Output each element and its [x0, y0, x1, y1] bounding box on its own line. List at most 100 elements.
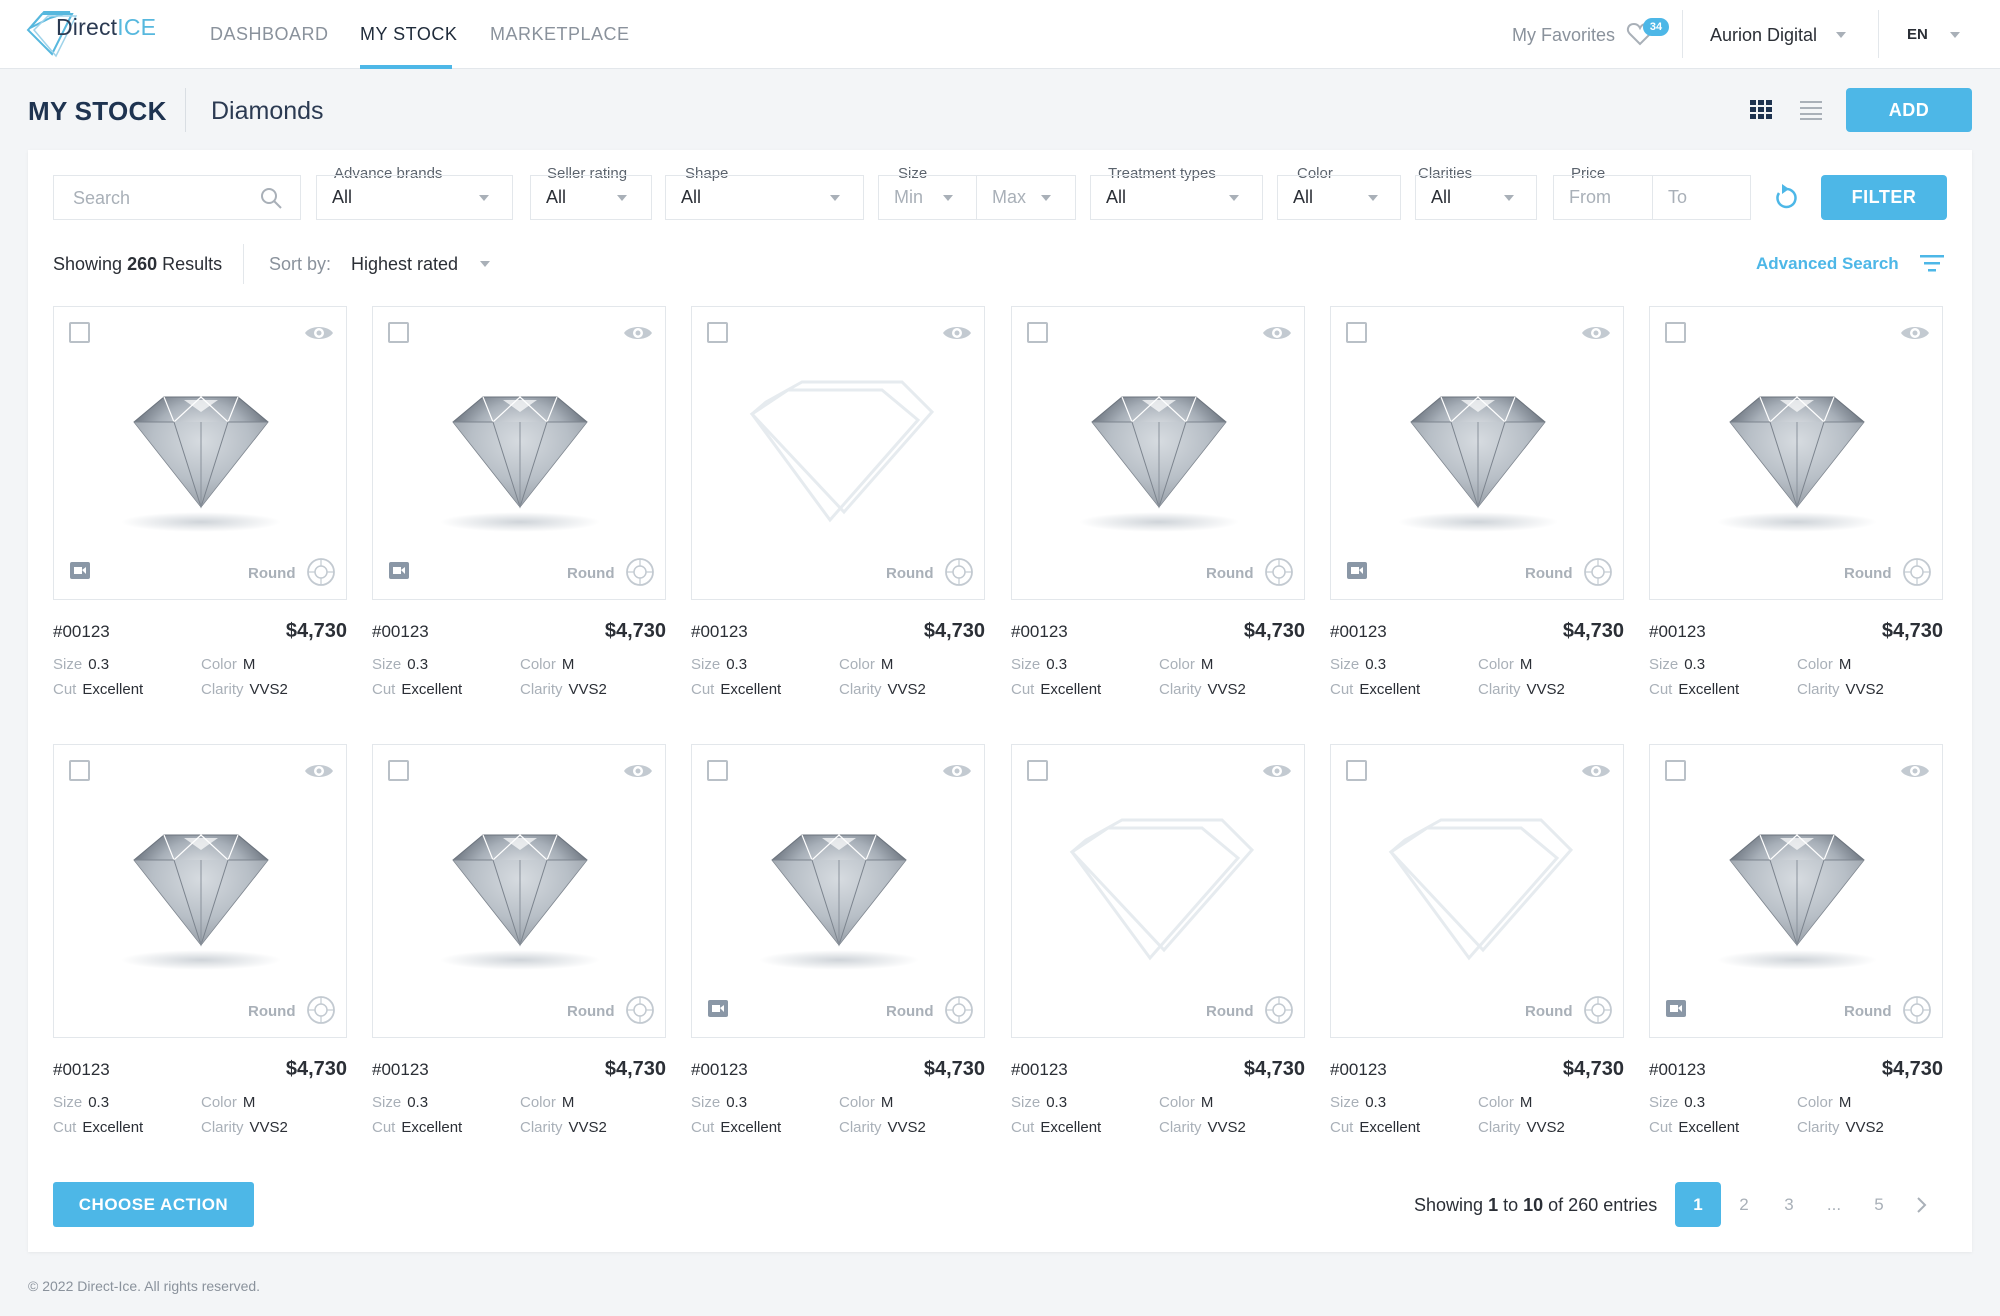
product-card[interactable]: Round #00123 $4,730 Size 0.3 Color M Cut Ex…: [53, 306, 347, 706]
direct-ice-logo[interactable]: DirectICE: [26, 8, 166, 60]
add-button[interactable]: ADD: [1846, 88, 1972, 132]
size-min-select[interactable]: Min: [878, 175, 977, 220]
product-card[interactable]: Round #00123 $4,730 Size 0.3 Color M Cut Ex…: [1011, 306, 1305, 706]
select-checkbox[interactable]: [707, 760, 728, 781]
shape-select[interactable]: All: [665, 175, 864, 220]
page-5[interactable]: 5: [1874, 1195, 1884, 1214]
product-sku[interactable]: #00123: [1330, 622, 1387, 641]
eye-icon[interactable]: [1900, 323, 1930, 343]
select-checkbox[interactable]: [1665, 322, 1686, 343]
eye-icon[interactable]: [623, 761, 653, 781]
product-sku[interactable]: #00123: [1649, 622, 1706, 641]
product-card[interactable]: Round #00123 $4,730 Size 0.3 Color M Cut Ex…: [53, 744, 347, 1144]
product-sku[interactable]: #00123: [1649, 1060, 1706, 1079]
select-checkbox[interactable]: [1346, 760, 1367, 781]
select-checkbox[interactable]: [69, 322, 90, 343]
product-image-frame[interactable]: Round: [1011, 744, 1305, 1038]
nav-dashboard[interactable]: DASHBOARD: [210, 24, 329, 44]
product-image-frame[interactable]: Round: [53, 744, 347, 1038]
my-favorites-link[interactable]: My Favorites: [1512, 25, 1616, 45]
video-icon[interactable]: [1347, 562, 1367, 579]
product-image-frame[interactable]: Round: [1011, 306, 1305, 600]
select-checkbox[interactable]: [1027, 760, 1048, 781]
product-sku[interactable]: #00123: [1330, 1060, 1387, 1079]
search-input[interactable]: [73, 186, 253, 210]
page-3[interactable]: 3: [1784, 1195, 1794, 1214]
product-card[interactable]: Round #00123 $4,730 Size 0.3 Color M Cut Ex…: [1011, 744, 1305, 1144]
product-image-frame[interactable]: Round: [691, 744, 985, 1038]
video-icon[interactable]: [708, 1000, 728, 1017]
chevron-down-icon[interactable]: [1836, 32, 1846, 38]
product-card[interactable]: Round #00123 $4,730 Size 0.3 Color M Cut Ex…: [691, 744, 985, 1144]
product-image-frame[interactable]: Round: [1649, 744, 1943, 1038]
product-sku[interactable]: #00123: [53, 622, 110, 641]
search-field[interactable]: [53, 175, 301, 220]
eye-icon[interactable]: [942, 323, 972, 343]
eye-icon[interactable]: [1262, 323, 1292, 343]
choose-action-button[interactable]: CHOOSE ACTION: [53, 1182, 254, 1227]
product-card[interactable]: Round #00123 $4,730 Size 0.3 Color M Cut Ex…: [1330, 744, 1624, 1144]
grid-view-icon[interactable]: [1750, 100, 1772, 120]
filter-button[interactable]: FILTER: [1821, 175, 1947, 220]
product-sku[interactable]: #00123: [372, 1060, 429, 1079]
chevron-down-icon[interactable]: [480, 261, 490, 267]
chevron-down-icon[interactable]: [1950, 32, 1960, 38]
product-card[interactable]: Round #00123 $4,730 Size 0.3 Color M Cut Ex…: [1330, 306, 1624, 706]
seller-rating-select[interactable]: All: [530, 175, 652, 220]
eye-icon[interactable]: [1581, 323, 1611, 343]
video-icon[interactable]: [389, 562, 409, 579]
select-checkbox[interactable]: [388, 322, 409, 343]
eye-icon[interactable]: [1900, 761, 1930, 781]
nav-my-stock[interactable]: MY STOCK: [360, 24, 458, 44]
advance-brands-select[interactable]: All: [316, 175, 513, 220]
select-checkbox[interactable]: [1027, 322, 1048, 343]
product-image-frame[interactable]: Round: [372, 306, 666, 600]
select-checkbox[interactable]: [1665, 760, 1686, 781]
product-image-frame[interactable]: Round: [53, 306, 347, 600]
product-card[interactable]: Round #00123 $4,730 Size 0.3 Color M Cut Ex…: [372, 306, 666, 706]
color-select[interactable]: All: [1277, 175, 1401, 220]
product-card[interactable]: Round #00123 $4,730 Size 0.3 Color M Cut Ex…: [372, 744, 666, 1144]
select-checkbox[interactable]: [707, 322, 728, 343]
product-card[interactable]: Round #00123 $4,730 Size 0.3 Color M Cut Ex…: [1649, 744, 1943, 1144]
product-image-frame[interactable]: Round: [1649, 306, 1943, 600]
clarities-select[interactable]: All: [1415, 175, 1537, 220]
product-card[interactable]: Round #00123 $4,730 Size 0.3 Color M Cut Ex…: [1649, 306, 1943, 706]
list-view-icon[interactable]: [1800, 100, 1822, 120]
sort-select[interactable]: Highest rated: [351, 254, 459, 274]
eye-icon[interactable]: [623, 323, 653, 343]
product-image-frame[interactable]: Round: [1330, 306, 1624, 600]
filter-lines-icon[interactable]: [1920, 253, 1944, 273]
product-sku[interactable]: #00123: [1011, 622, 1068, 641]
language-selector[interactable]: EN: [1907, 26, 1928, 43]
eye-icon[interactable]: [1262, 761, 1292, 781]
product-sku[interactable]: #00123: [53, 1060, 110, 1079]
product-sku[interactable]: #00123: [691, 622, 748, 641]
video-icon[interactable]: [70, 562, 90, 579]
product-sku[interactable]: #00123: [372, 622, 429, 641]
price-from-input[interactable]: From: [1553, 175, 1653, 220]
select-checkbox[interactable]: [69, 760, 90, 781]
product-sku[interactable]: #00123: [1011, 1060, 1068, 1079]
page-1[interactable]: 1: [1675, 1182, 1721, 1227]
product-image-frame[interactable]: Round: [1330, 744, 1624, 1038]
chevron-right-icon[interactable]: [1914, 1196, 1928, 1214]
product-sku[interactable]: #00123: [691, 1060, 748, 1079]
product-image-frame[interactable]: Round: [691, 306, 985, 600]
price-to-input[interactable]: To: [1652, 175, 1751, 220]
select-checkbox[interactable]: [1346, 322, 1367, 343]
reset-icon[interactable]: [1772, 184, 1800, 212]
treatment-types-select[interactable]: All: [1090, 175, 1263, 220]
product-image-frame[interactable]: Round: [372, 744, 666, 1038]
page-2[interactable]: 2: [1739, 1195, 1749, 1214]
eye-icon[interactable]: [1581, 761, 1611, 781]
product-card[interactable]: Round #00123 $4,730 Size 0.3 Color M Cut Ex…: [691, 306, 985, 706]
advanced-search-link[interactable]: Advanced Search: [1756, 254, 1899, 273]
eye-icon[interactable]: [304, 323, 334, 343]
select-checkbox[interactable]: [388, 760, 409, 781]
video-icon[interactable]: [1666, 1000, 1686, 1017]
search-icon[interactable]: [259, 186, 283, 210]
eye-icon[interactable]: [942, 761, 972, 781]
account-name[interactable]: Aurion Digital: [1710, 25, 1818, 45]
size-max-select[interactable]: Max: [976, 175, 1076, 220]
